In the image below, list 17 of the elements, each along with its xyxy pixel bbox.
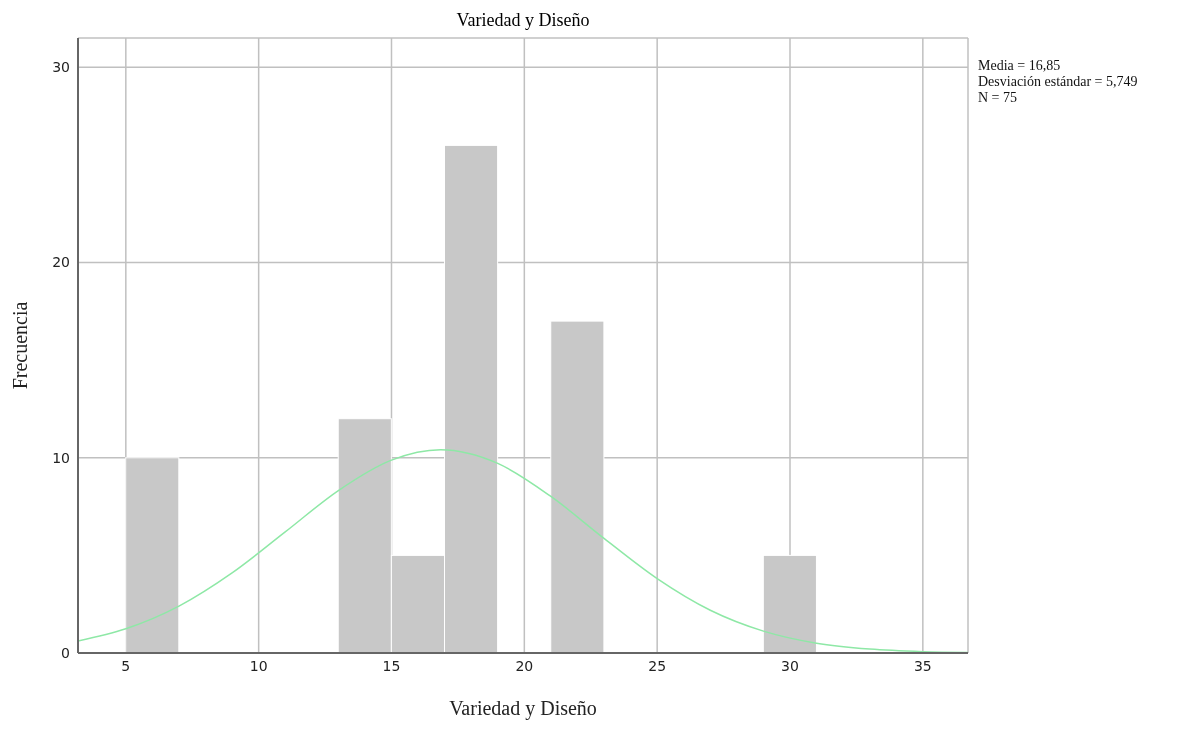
x-tick-label: 10 xyxy=(249,657,268,674)
text: Desviación estándar = 5,749 xyxy=(978,74,1138,90)
y-tick-label: 10 xyxy=(52,449,70,466)
y-tick-label: 20 xyxy=(52,254,70,271)
chart-title: Variedad y Diseño xyxy=(455,10,591,31)
x-tick-label: 35 xyxy=(913,657,932,674)
text: N = 75 xyxy=(978,90,1018,106)
x-tick-label: 25 xyxy=(648,657,667,674)
x-tick-label: 5 xyxy=(121,657,131,674)
y-axis-title: Frecuencia xyxy=(9,301,32,390)
text: Media = 16,85 xyxy=(978,58,1062,74)
x-tick-label: 15 xyxy=(382,657,401,674)
x-tick-label: 20 xyxy=(515,657,534,674)
x-tick-label: 30 xyxy=(781,657,799,674)
x-axis-title: Variedad y Diseño xyxy=(449,697,597,720)
y-tick-label: 0 xyxy=(61,644,70,661)
y-tick-label: 30 xyxy=(52,59,70,76)
